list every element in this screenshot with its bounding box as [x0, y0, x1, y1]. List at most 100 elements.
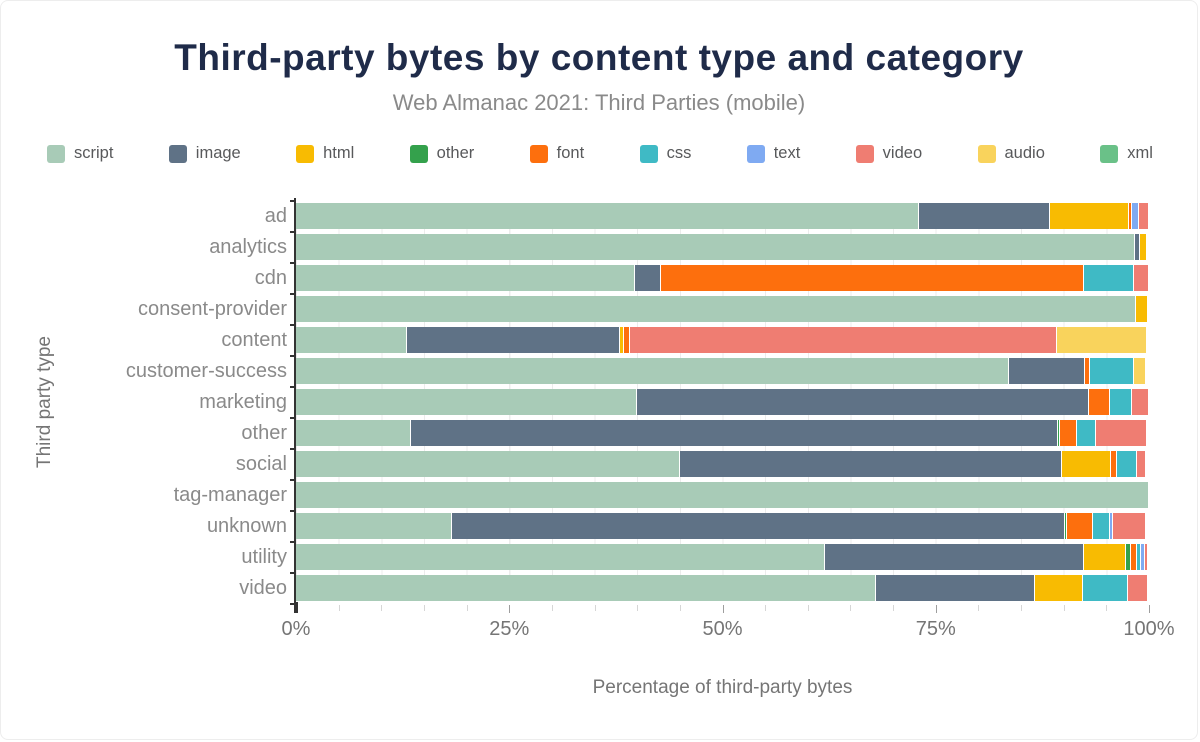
bar-segment-other[interactable]: [1125, 544, 1132, 570]
bar-segment-video[interactable]: [1131, 389, 1149, 415]
bar-segment-css[interactable]: [1116, 451, 1138, 477]
legend-item-video[interactable]: video: [855, 144, 922, 163]
bar-segment-script[interactable]: [296, 203, 919, 229]
y-axis-label: cdn: [254, 266, 287, 289]
bar-segment-html[interactable]: [1136, 296, 1149, 322]
bar-segment-audio[interactable]: [1056, 327, 1148, 353]
legend-item-script[interactable]: script: [47, 144, 113, 163]
bar-segment-other[interactable]: [1057, 420, 1061, 446]
bar-segment-css[interactable]: [1084, 265, 1134, 291]
bar-row-utility: [296, 544, 1149, 570]
bar-segment-css[interactable]: [1137, 544, 1142, 570]
y-tick: [290, 603, 295, 605]
bar-segment-text[interactable]: [1109, 513, 1114, 539]
y-axis-label: video: [239, 576, 287, 599]
bar-segment-image[interactable]: [876, 575, 1035, 601]
bar-segment-text[interactable]: [1141, 544, 1145, 570]
bar-row-marketing: [296, 389, 1149, 415]
y-axis-label: marketing: [199, 390, 287, 413]
bar-segment-image[interactable]: [411, 420, 1058, 446]
bar-segment-audio[interactable]: [1134, 358, 1147, 384]
bar-segment-html[interactable]: [1084, 544, 1126, 570]
bar-segment-script[interactable]: [296, 420, 412, 446]
bar-segment-video[interactable]: [1133, 265, 1149, 291]
bar-segment-html[interactable]: [1140, 234, 1148, 260]
bar-segment-css[interactable]: [1092, 513, 1110, 539]
bar-segment-video[interactable]: [1127, 575, 1149, 601]
bar-segment-script[interactable]: [296, 358, 1010, 384]
bar-segment-image[interactable]: [637, 389, 1090, 415]
bar-segment-html[interactable]: [620, 327, 624, 353]
bar-segment-video[interactable]: [1096, 420, 1148, 446]
y-tick: [290, 510, 295, 512]
bar-segment-font[interactable]: [1110, 451, 1117, 477]
y-axis-line: [294, 198, 296, 613]
bar-segment-image[interactable]: [824, 544, 1085, 570]
bar-segment-script[interactable]: [296, 575, 877, 601]
bar-segment-font[interactable]: [1060, 420, 1078, 446]
bar-segment-css[interactable]: [1077, 420, 1097, 446]
bar-segment-script[interactable]: [296, 389, 638, 415]
bar-segment-html[interactable]: [1061, 451, 1111, 477]
y-axis-label: ad: [264, 204, 287, 227]
chart-title: Third-party bytes by content type and ca…: [174, 37, 1024, 78]
x-tick-label: 50%: [702, 618, 743, 640]
bar-row-analytics: [296, 234, 1149, 260]
bar-segment-script[interactable]: [296, 451, 680, 477]
x-tick: [722, 605, 724, 613]
legend-item-css[interactable]: css: [639, 144, 691, 163]
legend-label: script: [74, 144, 114, 162]
bar-segment-image[interactable]: [406, 327, 621, 353]
image-swatch-icon: [168, 144, 187, 163]
y-tick: [290, 448, 295, 450]
legend-item-other[interactable]: other: [409, 144, 474, 163]
bar-segment-image[interactable]: [1009, 358, 1085, 384]
bar-row-cdn: [296, 265, 1149, 291]
bar-segment-font[interactable]: [1131, 544, 1138, 570]
x-tick: [850, 605, 852, 611]
bar-segment-script[interactable]: [296, 544, 825, 570]
bar-segment-css[interactable]: [1109, 389, 1132, 415]
bar-segment-image[interactable]: [635, 265, 662, 291]
bar-segment-image[interactable]: [679, 451, 1062, 477]
y-tick: [290, 572, 295, 574]
bar-segment-font[interactable]: [661, 265, 1085, 291]
bar-segment-font[interactable]: [623, 327, 631, 353]
x-tick: [466, 605, 468, 611]
bar-segment-script[interactable]: [296, 234, 1136, 260]
bar-segment-css[interactable]: [1083, 575, 1128, 601]
bar-segment-font[interactable]: [1067, 513, 1093, 539]
bar-segment-html[interactable]: [1034, 575, 1084, 601]
bar-segment-image[interactable]: [918, 203, 1051, 229]
bar-segment-font[interactable]: [1085, 358, 1091, 384]
bar-segment-video[interactable]: [1144, 544, 1149, 570]
bar-segment-script[interactable]: [296, 265, 636, 291]
bar-segment-html[interactable]: [1050, 203, 1130, 229]
legend-item-xml[interactable]: xml: [1100, 144, 1153, 163]
bar-segment-script[interactable]: [296, 327, 407, 353]
legend-item-audio[interactable]: audio: [977, 144, 1045, 163]
x-tick: [296, 602, 298, 613]
bar-segment-font[interactable]: [1089, 389, 1110, 415]
legend-item-font[interactable]: font: [529, 144, 584, 163]
bar-segment-image[interactable]: [452, 513, 1065, 539]
bar-segment-other[interactable]: [1064, 513, 1068, 539]
legend-item-image[interactable]: image: [168, 144, 241, 163]
y-tick: [290, 324, 295, 326]
bar-segment-video[interactable]: [1138, 203, 1149, 229]
bar-segment-text[interactable]: [1131, 203, 1139, 229]
bar-row-unknown: [296, 513, 1149, 539]
x-tick: [551, 605, 553, 611]
legend-item-html[interactable]: html: [296, 144, 354, 163]
bar-segment-font[interactable]: [1129, 203, 1132, 229]
bar-segment-script[interactable]: [296, 513, 453, 539]
bar-segment-image[interactable]: [1135, 234, 1141, 260]
bar-segment-video[interactable]: [630, 327, 1057, 353]
legend-item-text[interactable]: text: [746, 144, 800, 163]
bar-segment-video[interactable]: [1113, 513, 1147, 539]
bar-segment-video[interactable]: [1137, 451, 1147, 477]
x-tick: [594, 605, 596, 611]
bar-segment-script[interactable]: [296, 482, 1149, 508]
bar-segment-css[interactable]: [1090, 358, 1135, 384]
bar-segment-script[interactable]: [296, 296, 1137, 322]
